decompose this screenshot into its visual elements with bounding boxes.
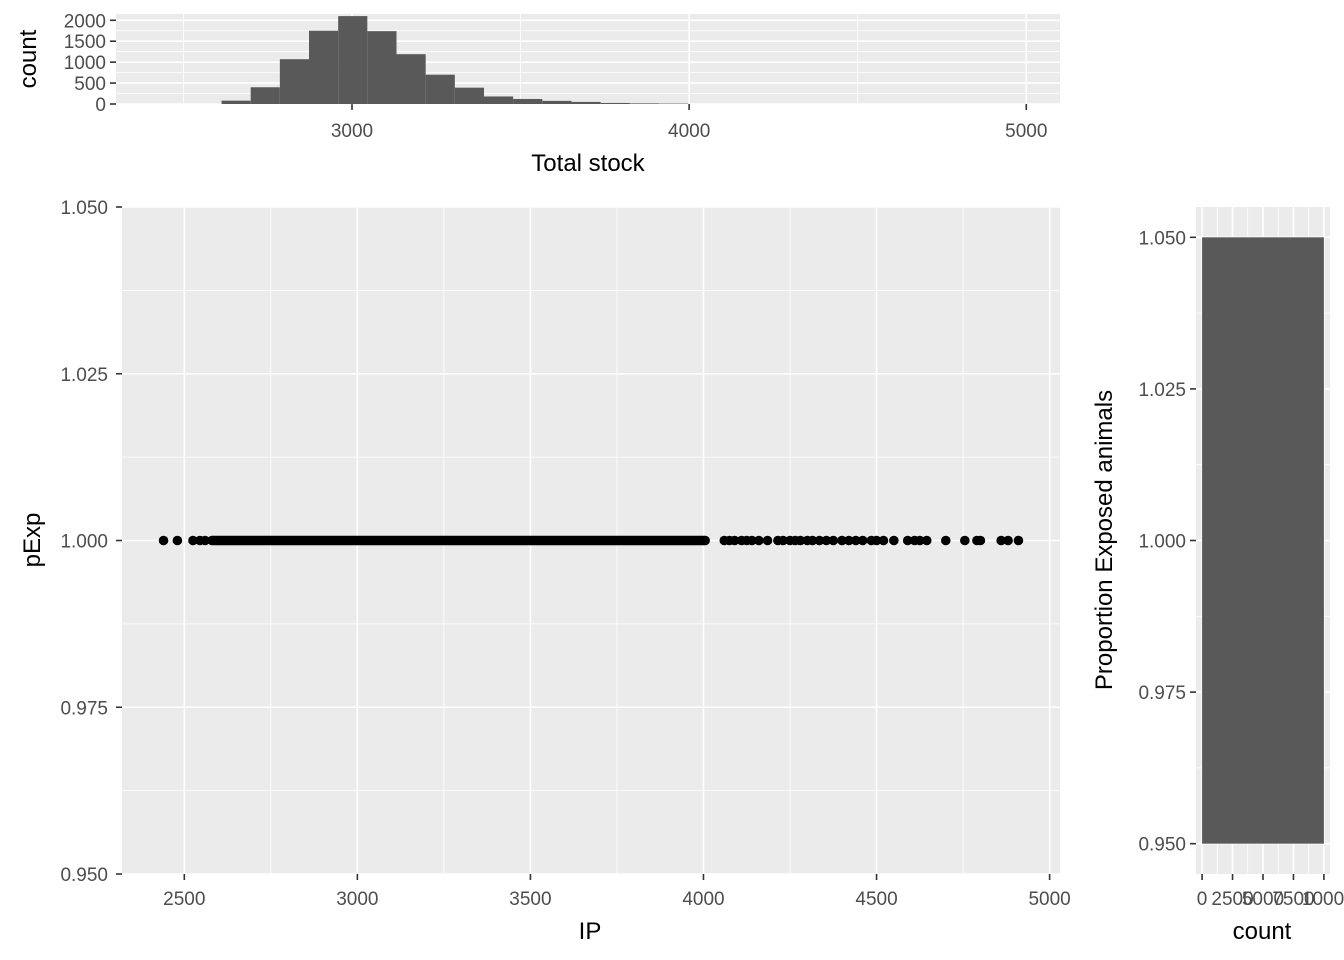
main-scatter-point [878,535,889,546]
main-scatter-point [889,535,899,546]
main-x-tick-label: 4000 [682,889,724,910]
right-x-tick-label: 10000 [1302,889,1344,910]
top-histogram-y-title: count [15,29,42,88]
right-y-tick-label: 1.050 [1138,228,1186,249]
right-histogram-x-title: count [1233,918,1292,945]
right-histogram-bars [1202,237,1324,844]
top-histogram-bar [250,87,280,104]
top-histogram-bar [542,100,572,104]
main-x-tick-label: 3000 [336,889,378,910]
main-scatter-point [921,535,932,546]
main-scatter-point [778,535,788,546]
main-scatter-y-title: pExp [19,513,46,568]
top-histogram-bar [629,103,659,104]
right-x-tick-label: 7500 [1272,889,1314,910]
main-y-tick-label: 0.975 [60,698,108,719]
main-scatter-point [996,535,1006,546]
main-scatter-x-ticks: 2500 3000 3500 4000 4500 5000 [163,874,1071,910]
right-histogram-y-title: Proportion Exposed animals [1091,390,1118,690]
top-y-tick-label: 1500 [64,32,106,53]
top-histogram-bar [483,96,514,104]
main-scatter-point [1003,535,1013,546]
top-y-tick-label: 1000 [64,53,106,74]
top-histogram-bar [221,100,251,104]
right-histogram: 0.950 0.975 1.000 1.025 1.050 0 2500500075001… [1091,207,1344,945]
main-y-tick-label: 0.950 [60,865,108,886]
main-scatter-point [814,535,825,546]
main-scatter-point [837,535,847,546]
main-scatter-point [807,535,818,546]
top-histogram-bar [571,101,601,104]
top-y-tick-label: 2000 [64,11,106,32]
top-histogram-bar [600,102,630,104]
main-scatter-point [188,535,198,546]
main-scatter-point [200,535,210,546]
main-scatter: 0.950 0.975 1.000 1.025 1.050 2500 3000 3500 40… [19,198,1071,945]
top-y-tick-label: 0 [95,95,106,116]
main-scatter-point [1013,535,1024,546]
main-scatter-point [857,535,868,546]
main-scatter-point [762,535,773,546]
top-x-tick-label: 4000 [668,121,710,142]
main-scatter-point [795,535,806,546]
top-histogram-bar [396,54,426,104]
main-x-tick-label: 3500 [509,889,551,910]
main-x-tick-label: 5000 [1028,889,1070,910]
right-x-tick-label: 0 [1197,889,1208,910]
right-y-tick-label: 1.025 [1138,380,1186,401]
main-scatter-point [975,535,986,546]
main-x-tick-label: 2500 [163,889,205,910]
top-histogram-bar [309,30,339,104]
main-y-tick-label: 1.000 [60,532,108,553]
right-y-tick-label: 0.950 [1138,835,1186,856]
main-scatter-y-ticks: 0.950 0.975 1.000 1.025 1.050 [60,198,122,886]
top-histogram-bar [367,31,397,105]
top-histogram-bar [513,98,543,104]
top-histogram-x-ticks: 3000 4000 5000 [331,104,1047,142]
main-scatter-point [158,535,169,546]
top-histogram-x-title: Total stock [531,150,645,177]
top-histogram-bar [454,87,484,104]
right-histogram-y-ticks: 0.950 0.975 1.000 1.025 1.050 [1138,228,1196,856]
main-scatter-point [172,535,183,546]
main-scatter-point [871,535,882,546]
main-scatter-point [902,535,913,546]
top-histogram-bar [279,59,310,104]
main-scatter-x-title: IP [579,918,602,945]
right-y-tick-label: 0.975 [1138,683,1186,704]
main-scatter-point [747,535,757,546]
right-histogram-bar [1202,237,1324,844]
top-histogram-bar [425,74,455,104]
top-x-tick-label: 3000 [331,121,373,142]
main-scatter-point [729,535,740,546]
main-x-tick-label: 4500 [855,889,897,910]
main-scatter-point [828,535,839,546]
right-histogram-x-ticks: 025005000750010000 [1197,874,1344,910]
top-histogram-bar [338,16,368,104]
main-y-tick-label: 1.050 [60,198,108,219]
main-scatter-point [915,535,925,546]
main-scatter-point [844,535,854,546]
main-scatter-point [821,535,832,546]
main-y-tick-label: 1.025 [60,365,108,386]
main-scatter-point [850,535,861,546]
top-x-tick-label: 5000 [1005,121,1047,142]
right-y-tick-label: 1.000 [1138,532,1186,553]
main-scatter-point [940,535,951,546]
right-x-tick-label: 5000 [1242,889,1284,910]
top-y-tick-label: 500 [74,74,106,95]
main-scatter-point [960,535,970,546]
main-scatter-points [158,535,1024,546]
right-x-tick-label: 2500 [1211,889,1253,910]
main-scatter-point [754,535,764,546]
top-histogram-bars [221,16,689,105]
